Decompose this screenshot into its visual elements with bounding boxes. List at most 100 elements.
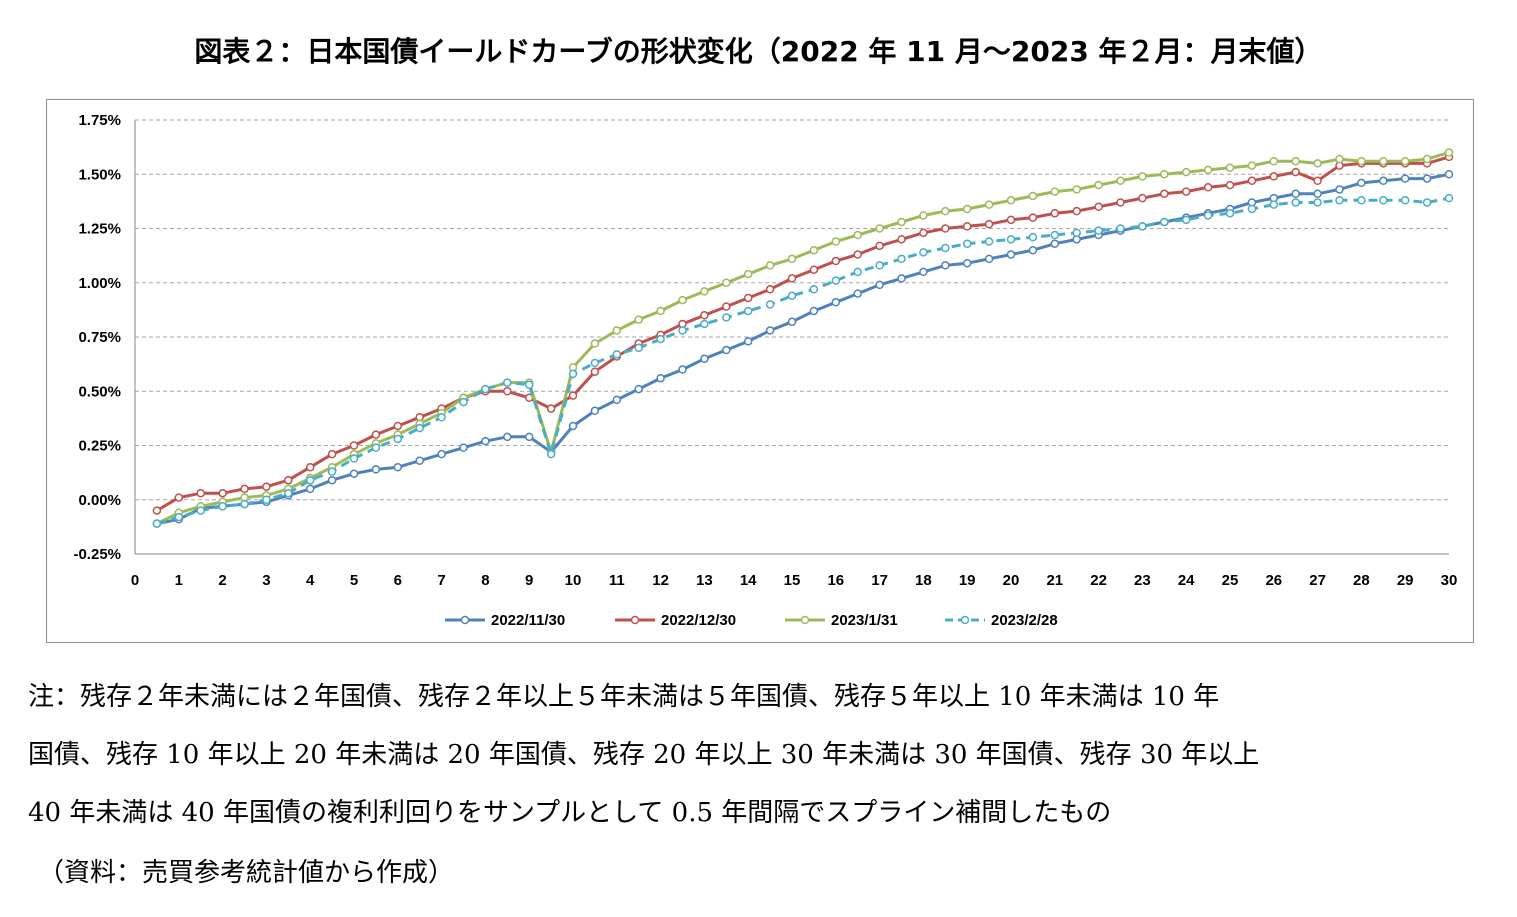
data-point: [1422, 154, 1432, 164]
data-point: [284, 475, 293, 485]
data-point: [962, 239, 972, 248]
data-point: [1072, 185, 1081, 194]
data-point: [568, 421, 578, 431]
data-point: [1050, 230, 1060, 240]
data-point: [1357, 178, 1366, 188]
data-point: [1422, 174, 1432, 183]
data-point: [1357, 156, 1366, 166]
data-point: [371, 443, 381, 452]
x-tick-label: 8: [481, 572, 489, 589]
legend-label: 2022/11/30: [491, 612, 565, 629]
data-point: [1291, 189, 1300, 199]
y-tick-label: 1.25%: [78, 221, 121, 238]
data-point: [1400, 196, 1410, 205]
data-point: [722, 345, 731, 355]
data-point: [1247, 176, 1257, 186]
data-point: [1203, 211, 1213, 220]
data-point: [875, 241, 884, 251]
data-point: [1444, 170, 1454, 179]
data-point: [1181, 215, 1191, 225]
x-tick-label: 25: [1222, 572, 1239, 589]
data-point: [1269, 200, 1279, 209]
x-tick-label: 28: [1353, 572, 1370, 589]
data-point: [1116, 176, 1125, 186]
data-point: [415, 456, 424, 465]
data-point: [765, 326, 775, 335]
legend-label: 2023/2/28: [991, 612, 1058, 629]
data-point: [809, 265, 819, 274]
data-point: [1116, 198, 1125, 207]
x-tick-label: 27: [1309, 572, 1326, 589]
data-point: [590, 406, 600, 416]
data-point: [349, 441, 359, 450]
x-tick-label: 20: [1003, 572, 1020, 589]
legend-label: 2023/1/31: [831, 612, 898, 629]
data-point: [174, 512, 184, 522]
data-point: [1335, 196, 1344, 205]
data-point: [524, 380, 534, 389]
data-point: [1379, 196, 1388, 205]
y-tick-label: 0.50%: [78, 383, 121, 400]
data-point: [875, 280, 884, 290]
chart-title: 図表２：日本国債イールドカーブの形状変化（2022 年 11 月～2023 年２…: [194, 35, 1323, 68]
data-point: [1006, 196, 1016, 205]
data-point: [196, 488, 205, 498]
data-point: [919, 211, 928, 220]
data-point: [174, 493, 184, 502]
x-tick-label: 10: [565, 572, 582, 589]
x-tick-label: 18: [915, 572, 932, 589]
data-point: [393, 434, 403, 444]
data-point: [612, 395, 622, 405]
x-tick-label: 11: [609, 572, 625, 589]
data-point: [1225, 180, 1235, 190]
data-point: [1400, 174, 1410, 183]
data-point: [634, 343, 643, 353]
data-point: [1444, 193, 1454, 203]
note-line-3: 40 年未満は 40 年国債の複利利回りをサンプルとして 0.5 年間隔でスプラ…: [28, 798, 1112, 828]
data-point: [1160, 217, 1169, 227]
data-point: [656, 334, 665, 344]
data-point: [1094, 226, 1103, 235]
data-point: [1400, 156, 1410, 166]
data-point: [240, 484, 249, 494]
data-point: [1028, 232, 1038, 242]
x-tick-label: 22: [1090, 572, 1107, 589]
data-point: [656, 306, 665, 316]
data-point: [831, 298, 841, 307]
data-point: [415, 423, 424, 433]
data-point: [349, 469, 359, 478]
data-point: [1160, 170, 1169, 179]
data-point: [371, 430, 381, 439]
data-point: [700, 354, 709, 363]
x-tick-label: 1: [175, 572, 183, 589]
data-point: [284, 488, 293, 498]
data-point: [787, 317, 797, 327]
data-point: [809, 245, 819, 255]
data-point: [218, 488, 227, 498]
data-point: [678, 365, 687, 374]
data-point: [612, 350, 622, 359]
x-tick-label: 21: [1046, 572, 1063, 589]
data-point: [1313, 176, 1322, 186]
data-point: [1181, 187, 1191, 196]
data-point: [743, 269, 753, 279]
data-point: [1291, 156, 1300, 166]
data-point: [240, 499, 249, 509]
data-point: [722, 278, 731, 287]
data-point: [722, 313, 731, 322]
data-point: [393, 462, 403, 472]
data-point: [1006, 235, 1016, 244]
y-tick-label: 1.75%: [78, 112, 121, 129]
x-tick-label: 29: [1397, 572, 1414, 589]
data-point: [831, 276, 841, 285]
x-tick-label: 2: [218, 572, 226, 589]
data-point: [1203, 183, 1213, 192]
data-point: [152, 519, 162, 528]
data-point: [941, 243, 950, 253]
legend-label: 2022/12/30: [661, 612, 736, 629]
data-point: [1291, 167, 1300, 177]
data-point: [218, 502, 227, 511]
data-point: [481, 436, 490, 446]
data-point: [1094, 202, 1103, 212]
data-point: [1379, 176, 1388, 186]
